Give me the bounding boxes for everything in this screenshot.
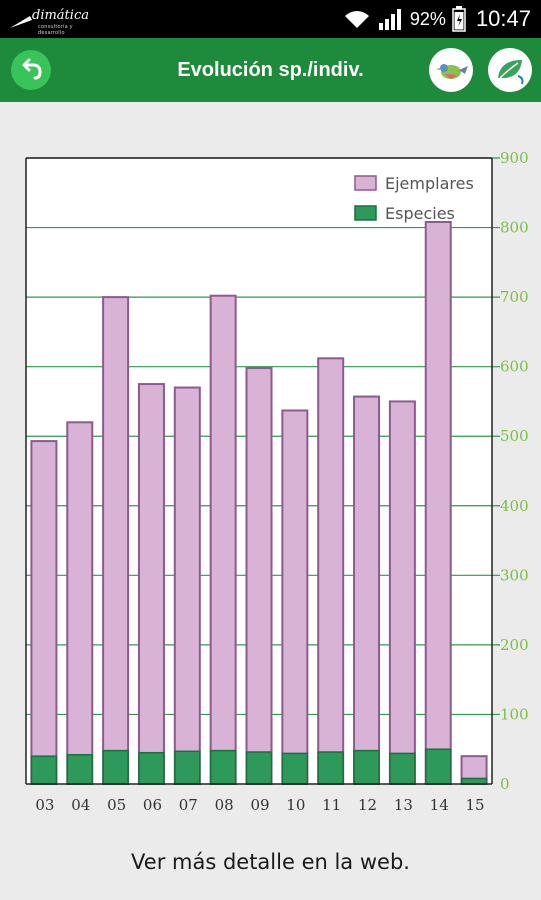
bar-chart: 0 100 200 300 400 500 600 700 800 900 03 04 05 06 07 08… bbox=[25, 149, 529, 814]
y-tick-label-200: 200 bbox=[500, 636, 529, 654]
axes: 0 100 200 300 400 500 600 700 800 900 03 04 05 06 07 08… bbox=[25, 149, 529, 814]
x-tick-label-08: 08 bbox=[215, 796, 234, 814]
y-tick-label-400: 400 bbox=[500, 497, 529, 515]
y-tick-label-100: 100 bbox=[500, 705, 529, 723]
x-tick-label-09: 09 bbox=[250, 796, 269, 814]
status-indicators: 92% 10:47 bbox=[342, 4, 531, 34]
status-bar: dimática consultoría y desarrollo 92% 10… bbox=[0, 0, 541, 38]
x-tick-label-14: 14 bbox=[430, 796, 449, 814]
back-button[interactable] bbox=[11, 50, 51, 90]
bar-ejemplares-09 bbox=[245, 367, 273, 785]
legend-swatch-especies bbox=[354, 205, 377, 221]
logo-subtext: consultoría y desarrollo bbox=[38, 24, 73, 36]
x-tick-label-11: 11 bbox=[322, 796, 341, 814]
legend-swatch-ejemplares bbox=[354, 175, 377, 191]
y-tick-label-600: 600 bbox=[500, 358, 529, 376]
clock: 10:47 bbox=[475, 6, 531, 31]
bar-ejemplares-04 bbox=[66, 421, 94, 785]
app-bar: Evolución sp./indiv. bbox=[0, 38, 541, 102]
bar-especies-05 bbox=[102, 749, 129, 785]
bar-especies-15 bbox=[460, 777, 488, 785]
y-tick-label-800: 800 bbox=[500, 219, 529, 237]
bird-icon bbox=[436, 64, 468, 79]
leaf-button[interactable] bbox=[488, 48, 532, 92]
bird-button[interactable] bbox=[429, 48, 473, 92]
bar-especies-09 bbox=[245, 751, 273, 785]
y-tick-label-700: 700 bbox=[500, 288, 529, 306]
battery-percent: 92% bbox=[409, 8, 446, 29]
bar-ejemplares-14 bbox=[424, 220, 452, 786]
y-tick-label-0: 0 bbox=[500, 775, 510, 793]
leaf-icon bbox=[498, 60, 524, 85]
bar-especies-11 bbox=[317, 751, 344, 785]
bar-ejemplares-07 bbox=[173, 386, 201, 785]
bar-especies-14 bbox=[424, 748, 452, 785]
bar-especies-10 bbox=[281, 752, 309, 785]
x-tick-label-05: 05 bbox=[107, 796, 126, 814]
bar-ejemplares-03 bbox=[30, 440, 58, 785]
x-tick-label-13: 13 bbox=[394, 796, 413, 814]
bar-ejemplares-12 bbox=[353, 395, 381, 785]
bar-ejemplares-08 bbox=[209, 294, 237, 785]
y-tick-label-300: 300 bbox=[500, 566, 529, 584]
signal-icon bbox=[378, 9, 401, 30]
bar-ejemplares-13 bbox=[388, 400, 416, 785]
x-tick-label-07: 07 bbox=[179, 796, 198, 814]
bar-especies-07 bbox=[174, 750, 201, 785]
x-tick-label-06: 06 bbox=[143, 796, 162, 814]
bar-ejemplares-06 bbox=[137, 383, 165, 785]
bar-especies-06 bbox=[138, 751, 165, 785]
back-arrow-icon bbox=[22, 58, 42, 80]
x-tick-label-15: 15 bbox=[466, 796, 485, 814]
bar-especies-04 bbox=[66, 754, 94, 785]
bar-ejemplares-05 bbox=[102, 296, 130, 785]
x-tick-label-03: 03 bbox=[35, 796, 54, 814]
x-tick-label-10: 10 bbox=[286, 796, 305, 814]
dimatica-logo: dimática consultoría y desarrollo bbox=[8, 6, 89, 36]
battery-icon bbox=[452, 6, 466, 32]
bar-especies-13 bbox=[389, 752, 416, 785]
bar-especies-08 bbox=[209, 749, 237, 785]
y-tick-label-500: 500 bbox=[500, 427, 529, 445]
y-tick-label-900: 900 bbox=[500, 149, 529, 167]
bar-especies-12 bbox=[353, 749, 380, 785]
bar-especies-03 bbox=[30, 755, 58, 785]
bar-ejemplares-10 bbox=[281, 409, 309, 785]
logo-text: dimática bbox=[32, 8, 89, 23]
logo-swoosh-icon bbox=[10, 16, 32, 28]
x-tick-label-04: 04 bbox=[71, 796, 90, 814]
legend-label-ejemplares: Ejemplares bbox=[385, 174, 474, 193]
wifi-icon bbox=[344, 11, 369, 28]
x-tick-label-12: 12 bbox=[358, 796, 377, 814]
legend: Ejemplares Especies bbox=[354, 174, 474, 223]
legend-label-especies: Especies bbox=[385, 204, 455, 223]
web-detail-link[interactable]: Ver más detalle en la web. bbox=[131, 850, 410, 874]
bar-ejemplares-11 bbox=[317, 357, 345, 785]
